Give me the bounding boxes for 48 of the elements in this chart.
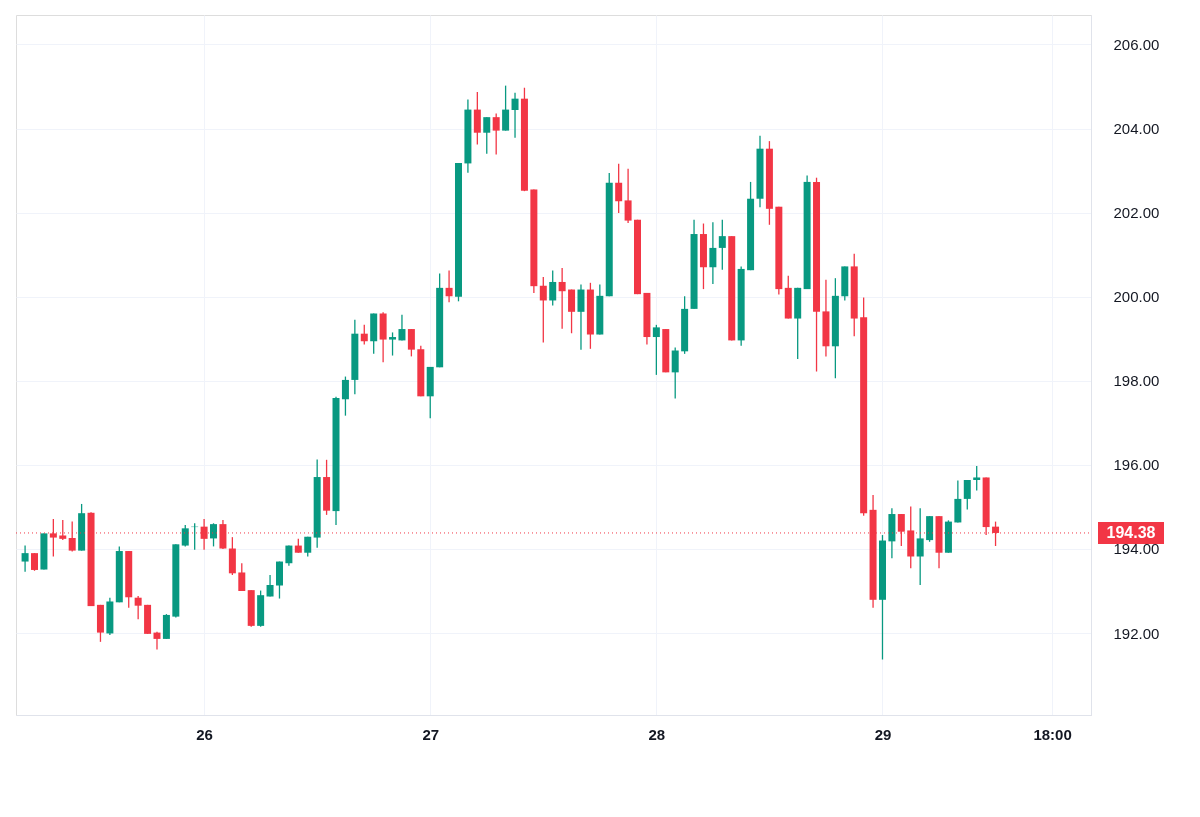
y-tick-label: 202.00 <box>1113 204 1160 222</box>
candlestick <box>502 84 510 132</box>
candlestick <box>652 324 660 376</box>
y-tick-label: 198.00 <box>1113 372 1160 390</box>
candlestick <box>153 631 161 651</box>
x-tick-label: 18:00 <box>1033 725 1072 743</box>
candlestick <box>162 613 170 640</box>
candlestick <box>926 515 934 543</box>
y-tick-label: 204.00 <box>1113 120 1160 138</box>
candlestick <box>473 91 481 146</box>
x-tick-label: 26 <box>196 725 213 743</box>
y-tick-label: 196.00 <box>1113 456 1160 474</box>
candlestick <box>407 328 415 358</box>
candlestick <box>389 331 397 357</box>
candlestick <box>539 276 547 344</box>
x-tick-label: 29 <box>874 725 892 743</box>
y-tick-label: 200.00 <box>1113 288 1160 306</box>
candlestick <box>238 562 246 592</box>
candlestick <box>916 507 924 586</box>
candlestick <box>341 375 349 417</box>
candlestick <box>549 269 557 307</box>
candlestick <box>21 544 29 573</box>
candlestick <box>398 314 406 342</box>
candlestick <box>973 465 981 492</box>
candlestick <box>511 92 519 139</box>
candlestick <box>558 267 566 330</box>
y-tick-label: 194.00 <box>1113 540 1160 558</box>
candlestick <box>492 112 500 156</box>
candlestick <box>709 221 717 285</box>
candlestick <box>445 269 453 303</box>
candlestick <box>624 168 632 224</box>
candlestick <box>210 522 218 548</box>
candlestick <box>360 324 368 346</box>
candlestick <box>577 283 585 351</box>
candlestick <box>275 560 283 600</box>
candlestick <box>483 116 491 155</box>
y-tick-label: 206.00 <box>1113 35 1160 53</box>
y-tick-label: 192.00 <box>1113 624 1160 642</box>
candlestick <box>954 479 962 524</box>
ref-line-label: 194.38 <box>1106 523 1156 541</box>
candlestick <box>671 346 679 400</box>
candlestick <box>963 479 971 511</box>
candlestick <box>615 163 623 214</box>
x-tick-label: 27 <box>422 725 440 743</box>
x-tick-label: 28 <box>648 725 666 743</box>
candlestick <box>568 288 576 334</box>
candlestick <box>134 595 142 620</box>
candlestick <box>718 219 726 271</box>
